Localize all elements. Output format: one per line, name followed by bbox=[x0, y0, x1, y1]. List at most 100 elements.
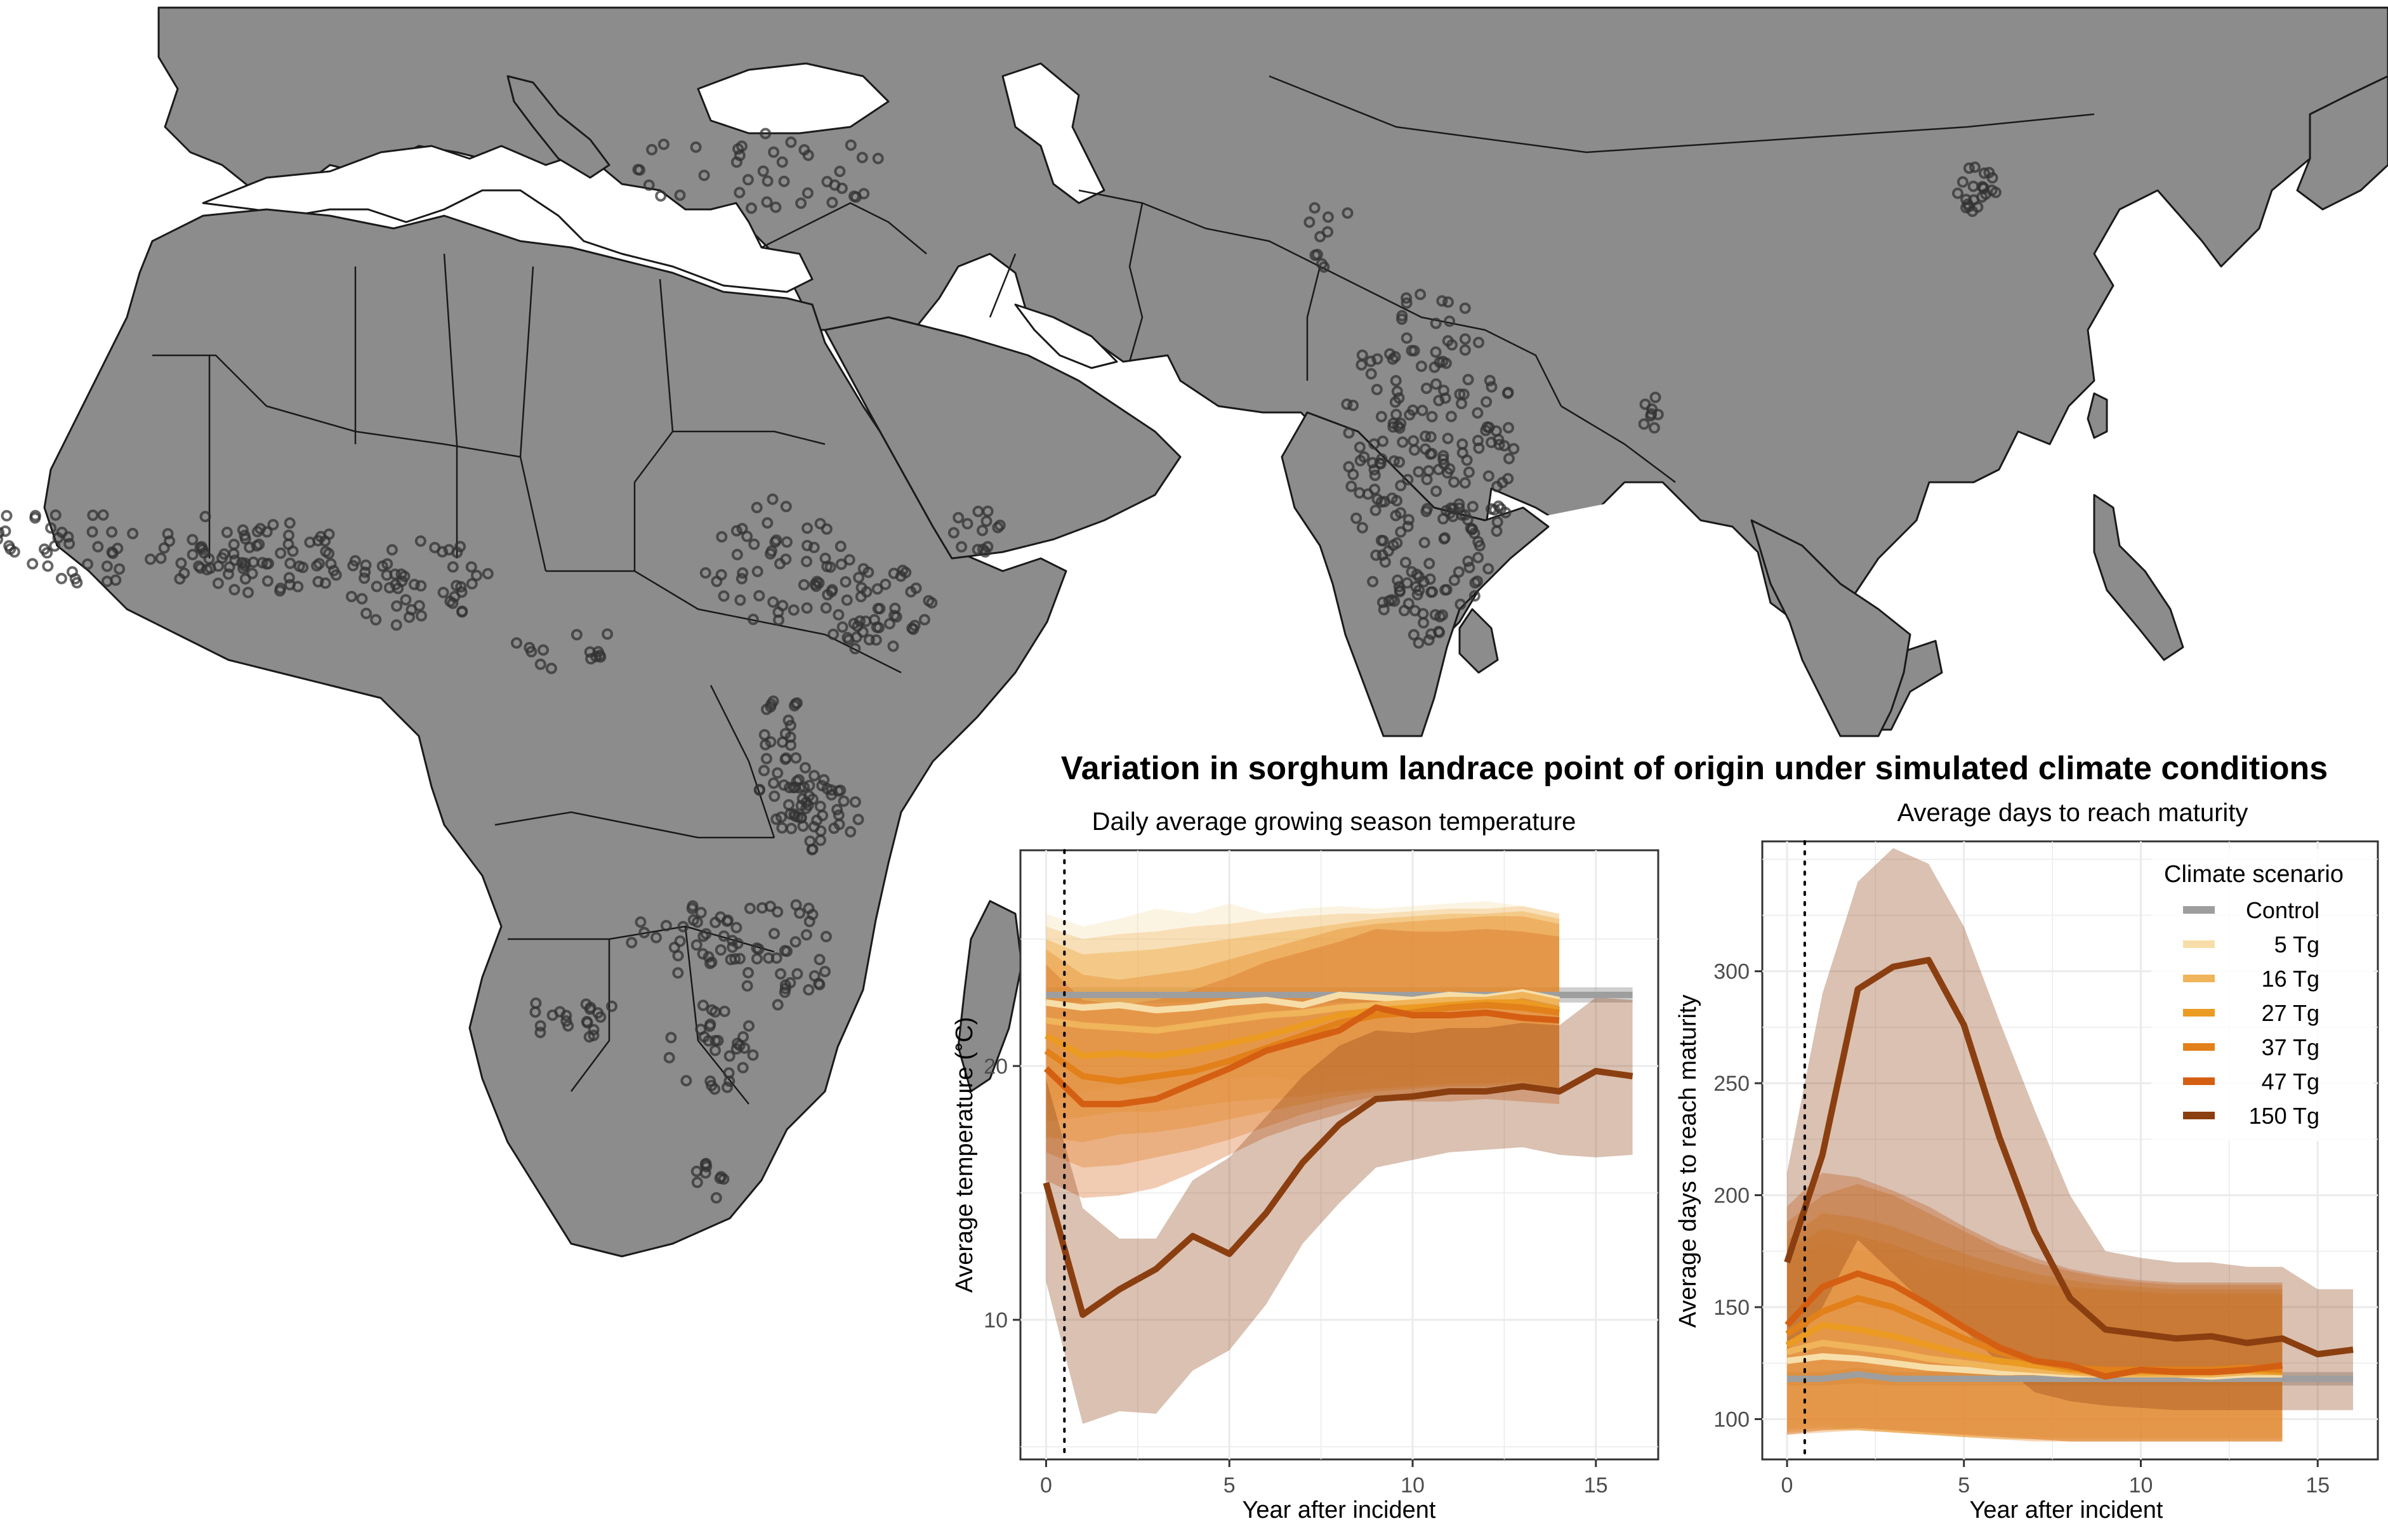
landrace-point bbox=[71, 577, 83, 589]
landrace-point bbox=[451, 546, 463, 558]
landrace-point bbox=[751, 953, 763, 964]
landrace-point bbox=[1491, 516, 1503, 528]
landrace-point bbox=[646, 143, 658, 155]
legend-title: Climate scenario bbox=[2164, 861, 2344, 888]
landrace-point bbox=[674, 935, 686, 947]
y-tick-label: 150 bbox=[1713, 1296, 1750, 1320]
landrace-point bbox=[42, 560, 54, 572]
ribbon-150-tg bbox=[1046, 997, 1633, 1424]
temperature-panel-title: Daily average growing season temperature bbox=[1092, 808, 1576, 836]
landrace-point bbox=[784, 720, 796, 732]
persian-gulf bbox=[1014, 303, 1118, 369]
landrace-point bbox=[287, 545, 299, 557]
landrace-point bbox=[193, 560, 205, 572]
landrace-point bbox=[1406, 566, 1418, 578]
landrace-point bbox=[1466, 523, 1478, 536]
landrace-point bbox=[811, 814, 823, 826]
landrace-point bbox=[722, 1081, 733, 1093]
landrace-point bbox=[751, 501, 763, 513]
landrace-point bbox=[808, 770, 821, 782]
landrace-point bbox=[583, 1031, 595, 1043]
landrace-point bbox=[783, 799, 795, 811]
landrace-point bbox=[1430, 378, 1442, 390]
landrace-point bbox=[723, 1076, 736, 1087]
landrace-point bbox=[590, 650, 602, 662]
landrace-point bbox=[1969, 161, 1981, 173]
landrace-point bbox=[711, 576, 723, 588]
landrace-point bbox=[761, 196, 773, 208]
landrace-point bbox=[690, 141, 702, 153]
maturity-x-axis-title: Year after incident bbox=[1970, 1497, 2163, 1524]
temperature-gridlines bbox=[1020, 850, 1658, 1459]
y-tick-label: 200 bbox=[1713, 1184, 1750, 1208]
landrace-point bbox=[1483, 421, 1495, 433]
landrace-point bbox=[1960, 194, 1972, 206]
landrace-point bbox=[801, 187, 814, 199]
landrace-point bbox=[1467, 501, 1479, 513]
landrace-point bbox=[1967, 206, 1979, 217]
landrace-point bbox=[162, 528, 174, 540]
landrace-point bbox=[718, 930, 730, 942]
landrace-point bbox=[1365, 368, 1377, 380]
landrace-point bbox=[816, 780, 828, 792]
landrace-point bbox=[1423, 634, 1435, 646]
landrace-point bbox=[803, 902, 815, 914]
landrace-point bbox=[1426, 447, 1438, 459]
landrace-point bbox=[1472, 407, 1484, 419]
landrace-point bbox=[1375, 457, 1387, 470]
temperature-lines bbox=[1043, 989, 1633, 1318]
landrace-point bbox=[785, 136, 797, 148]
landrace-point bbox=[1421, 503, 1433, 515]
landrace-point bbox=[743, 1020, 755, 1032]
landrace-point bbox=[1402, 520, 1414, 532]
landrace-point bbox=[534, 1027, 546, 1039]
landrace-point bbox=[757, 165, 769, 177]
landrace-point bbox=[729, 953, 741, 965]
landrace-point bbox=[1423, 465, 1435, 477]
landrace-point bbox=[55, 572, 67, 584]
landrace-point bbox=[800, 796, 812, 808]
landrace-point bbox=[732, 937, 744, 949]
landrace-point bbox=[695, 907, 707, 919]
landrace-point bbox=[1447, 511, 1459, 522]
landrace-point bbox=[826, 586, 838, 598]
landrace-point bbox=[239, 533, 251, 545]
landrace-point bbox=[760, 753, 772, 765]
legend-label: 16 Tg bbox=[2262, 966, 2319, 992]
landrace-point bbox=[1413, 584, 1425, 596]
landrace-point bbox=[1394, 584, 1406, 596]
landrace-point bbox=[718, 1005, 730, 1017]
landrace-point bbox=[803, 779, 815, 791]
landrace-point bbox=[718, 590, 730, 602]
landrace-point bbox=[769, 928, 780, 940]
landrace-point bbox=[320, 546, 332, 558]
landrace-point bbox=[737, 1031, 749, 1043]
landrace-point bbox=[826, 789, 838, 801]
landrace-point bbox=[1496, 477, 1508, 489]
series-line-16-tg bbox=[1045, 992, 1560, 1034]
landrace-point bbox=[1425, 586, 1437, 598]
legend-label: Control bbox=[2246, 897, 2319, 923]
x-tick-label: 5 bbox=[1224, 1473, 1236, 1497]
landrace-point bbox=[665, 1032, 677, 1044]
landrace-point bbox=[356, 593, 368, 605]
landrace-point bbox=[86, 526, 98, 538]
landrace-point bbox=[87, 510, 99, 521]
maturity-y-ticks: 100 150 200 250 300 bbox=[1713, 960, 1762, 1431]
landrace-point bbox=[992, 522, 1004, 534]
landrace-point bbox=[27, 558, 39, 570]
bay-of-bengal bbox=[1523, 495, 1840, 736]
landrace-point bbox=[789, 810, 801, 822]
landrace-point bbox=[0, 527, 5, 539]
landrace-point bbox=[961, 518, 973, 530]
landrace-point bbox=[1423, 558, 1435, 570]
landrace-point bbox=[736, 573, 748, 584]
landrace-point bbox=[1393, 392, 1405, 404]
landrace-point bbox=[715, 944, 727, 956]
landrace-point bbox=[776, 822, 788, 834]
landrace-point bbox=[789, 936, 801, 948]
landrace-point bbox=[1354, 441, 1366, 453]
landrace-point bbox=[798, 579, 810, 591]
landrace-point bbox=[155, 552, 167, 564]
maturity-lines bbox=[1784, 957, 2354, 1382]
